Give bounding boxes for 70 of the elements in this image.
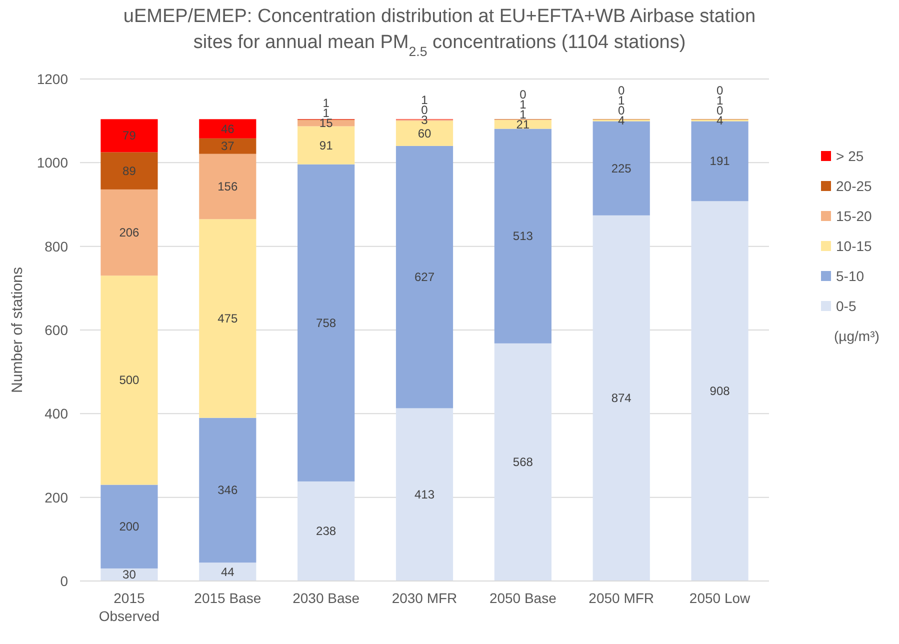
- data-label: 79: [122, 128, 136, 143]
- data-label: 156: [218, 180, 238, 194]
- y-tick-label: 400: [44, 406, 68, 422]
- data-label: 89: [122, 164, 136, 178]
- y-axis-title: Number of stations: [9, 267, 26, 393]
- data-label: 15: [319, 116, 334, 130]
- bar: [298, 481, 355, 581]
- bar: [298, 120, 355, 126]
- bar: [199, 138, 256, 154]
- data-label: 206: [119, 226, 140, 240]
- data-label: 413: [414, 488, 435, 502]
- bar: [298, 164, 355, 482]
- bar: [199, 418, 256, 563]
- legend-label: 15-20: [836, 208, 872, 224]
- data-label: 238: [316, 524, 336, 538]
- bar: [100, 152, 158, 190]
- bar: [100, 189, 158, 276]
- x-tick-label: 2030 MFR: [392, 590, 458, 606]
- bar: [494, 343, 552, 581]
- chart-title: uEMEP/EMEP: Concentration distribution at EU+EFTA+WB Airbase station sites for annual mean PM$_{2.5}$ concentrations (1104 stations): [123, 6, 756, 58]
- bar: [396, 146, 454, 408]
- x-tick-label: 2015 Observed: [98, 590, 160, 624]
- data-label: 91: [319, 138, 334, 152]
- legend-label: 0-5: [836, 298, 856, 314]
- data-label: 758: [316, 316, 336, 330]
- data-label: 500: [119, 373, 140, 388]
- data-label: 60: [418, 126, 432, 140]
- text: (µg/m³): [834, 328, 880, 344]
- bar: [396, 408, 454, 581]
- y-tick-label: 0: [60, 573, 68, 589]
- bar: [691, 201, 748, 581]
- x-tick-label: 2050 Low: [689, 590, 752, 606]
- data-label: 191: [710, 154, 730, 168]
- x-tick-label: 2050 Base: [489, 590, 557, 606]
- bar: [199, 219, 256, 418]
- legend-label: 5-10: [836, 268, 864, 284]
- y-tick-label: 600: [44, 322, 68, 338]
- bar: [494, 128, 552, 344]
- data-label: 513: [512, 229, 534, 244]
- data-label: 44: [220, 564, 235, 579]
- data-label: 46: [220, 122, 235, 136]
- data-label: 627: [414, 270, 435, 284]
- legend-label: 20-25: [836, 178, 872, 194]
- data-label: 346: [218, 483, 238, 498]
- bar: [199, 154, 256, 220]
- bar: [298, 126, 355, 164]
- data-label: 874: [611, 391, 632, 406]
- data-label: 475: [218, 311, 238, 326]
- bar: [199, 119, 256, 138]
- data-label: 37: [220, 139, 235, 154]
- bar: [592, 215, 650, 581]
- data-label: 225: [611, 161, 632, 176]
- y-tick-label: 800: [44, 238, 68, 254]
- legend-label: 10-15: [836, 238, 872, 254]
- bar: [100, 276, 158, 485]
- y-tick-label: 1000: [36, 154, 68, 171]
- data-label: 568: [512, 455, 534, 470]
- x-tick-label: 2030 Base: [292, 590, 360, 606]
- x-tick-label: 2050 MFR: [588, 590, 654, 606]
- y-tick-label: 1200: [36, 71, 68, 87]
- bar: [494, 120, 552, 129]
- bar: [100, 119, 158, 152]
- bar: [100, 484, 158, 568]
- data-label: 200: [119, 520, 140, 534]
- legend-label: > 25: [836, 148, 864, 164]
- y-tick-label: 200: [44, 489, 68, 506]
- data-label: 908: [710, 384, 730, 398]
- x-tick-label: 2015 Base: [194, 590, 262, 606]
- bar: [199, 562, 256, 581]
- data-label: 30: [122, 568, 136, 582]
